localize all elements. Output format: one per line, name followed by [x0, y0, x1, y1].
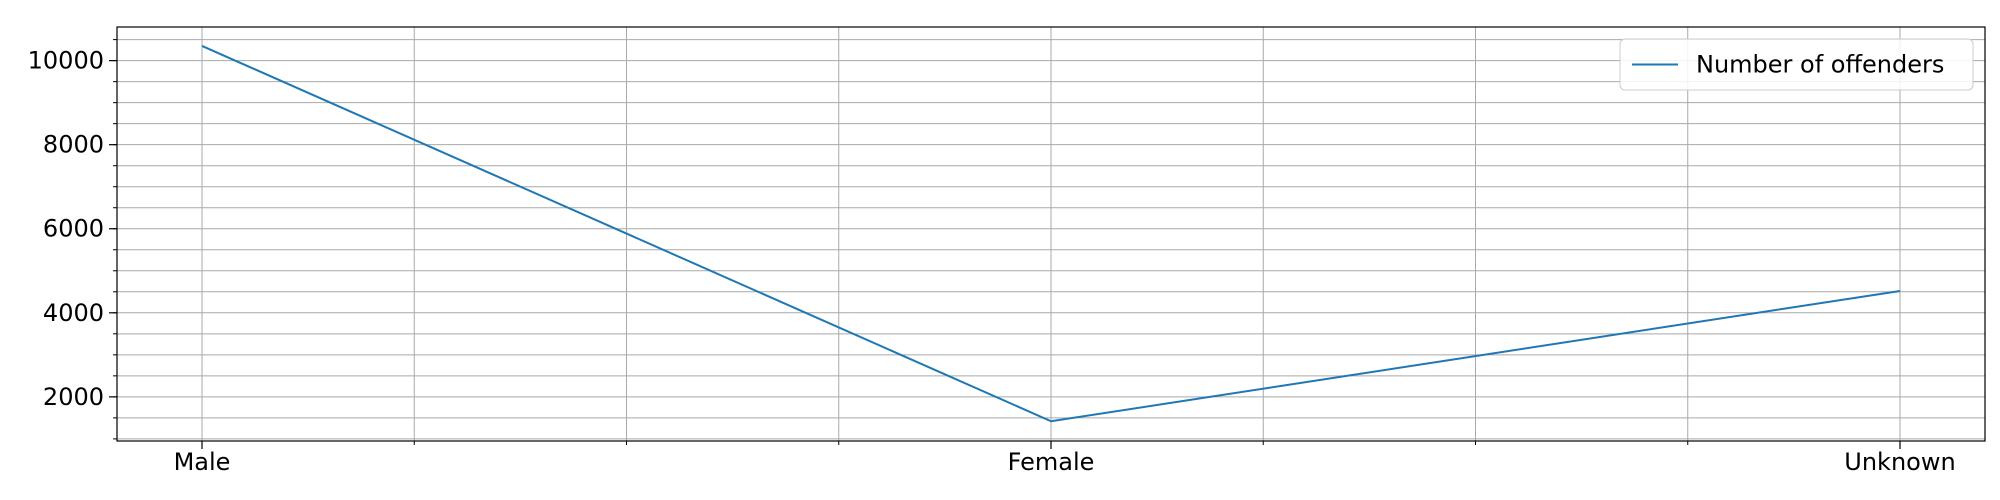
legend-label: Number of offenders [1696, 51, 1944, 79]
y-tick-label: 10000 [28, 47, 104, 75]
y-axis: 2000 4000 6000 8000 10000 [28, 39, 117, 440]
series-line [201, 44, 1901, 423]
x-tick-label: Female [1008, 448, 1095, 476]
x-axis: Male Female Unknown [174, 441, 1956, 476]
y-tick-label: 6000 [43, 215, 104, 243]
series-layer [201, 44, 1901, 423]
x-tick-label: Unknown [1844, 448, 1955, 476]
y-tick-label: 4000 [43, 299, 104, 327]
legend-box [1619, 38, 1974, 91]
y-tick-label: 8000 [43, 131, 104, 159]
y-tick-label: 2000 [43, 383, 104, 411]
x-tick-label: Male [174, 448, 231, 476]
legend: Number of offenders [1619, 38, 1974, 91]
